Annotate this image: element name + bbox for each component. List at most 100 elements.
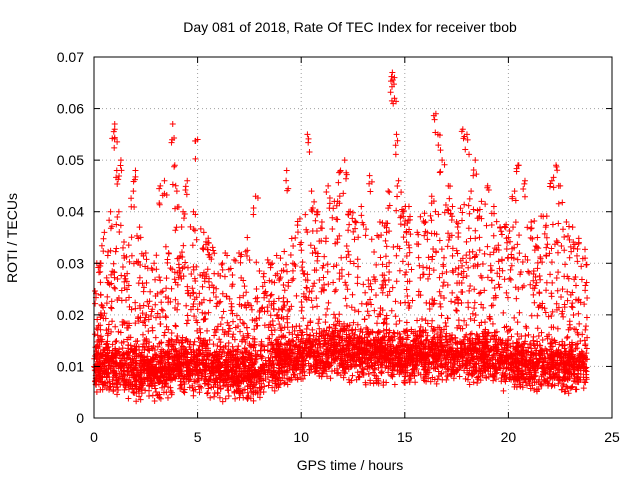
data-point-cloud — [172, 296, 179, 303]
data-point-cloud — [334, 216, 341, 223]
data-point-cloud — [490, 232, 497, 239]
data-point-cloud — [339, 356, 346, 363]
data-point-cloud — [549, 279, 556, 286]
data-point-cloud — [378, 285, 385, 292]
data-point-cloud — [504, 328, 511, 335]
data-point-cloud — [91, 331, 98, 338]
data-point-cloud — [345, 376, 352, 383]
data-point-cloud — [241, 345, 248, 352]
data-point-cloud — [382, 281, 389, 288]
data-point-cloud — [277, 325, 284, 332]
data-point-cloud — [119, 345, 126, 352]
data-point-cloud — [210, 341, 217, 348]
data-point-cloud — [154, 310, 161, 317]
data-point-cloud — [517, 383, 524, 390]
data-point-cloud — [145, 343, 152, 350]
data-point-cloud — [548, 312, 555, 319]
data-point-cloud — [230, 331, 237, 338]
data-point-cloud — [241, 320, 248, 327]
data-point-cloud — [284, 298, 291, 305]
data-point-cloud — [404, 293, 411, 300]
data-point-cloud — [136, 274, 143, 281]
data-point-cloud — [382, 253, 389, 260]
data-point-cloud — [517, 271, 524, 278]
data-point-cloud — [284, 268, 290, 275]
data-point-cloud — [429, 253, 436, 260]
data-point-cloud — [330, 279, 337, 286]
data-point-cloud — [338, 254, 345, 261]
data-point-cloud — [252, 389, 259, 396]
data-point-cloud — [97, 386, 104, 393]
data-point-cloud — [351, 307, 358, 314]
data-point-cloud — [342, 370, 349, 377]
data-point-cloud — [266, 358, 273, 365]
data-point-cloud — [572, 282, 579, 289]
data-point-cloud — [334, 329, 341, 336]
data-point-cloud — [539, 337, 546, 344]
data-point-cloud — [215, 359, 222, 366]
data-point-cloud — [335, 369, 342, 376]
data-point-cloud — [265, 362, 272, 369]
data-point-cloud — [562, 261, 569, 268]
data-point-cloud — [354, 348, 361, 355]
data-point-cloud — [446, 234, 453, 241]
data-point-cloud — [224, 363, 231, 370]
data-point-cloud — [444, 206, 451, 213]
data-point-cloud — [495, 340, 502, 347]
data-point-cloud — [564, 333, 571, 340]
data-point-cloud — [222, 395, 229, 402]
data-point-cloud — [266, 298, 273, 305]
data-point-cloud — [468, 372, 475, 379]
data-point-cloud — [481, 359, 488, 366]
data-point-cloud — [180, 375, 187, 382]
data-point-cloud — [407, 373, 414, 380]
data-point-cloud — [369, 349, 376, 356]
data-point-cloud — [175, 358, 182, 365]
data-point-cloud — [569, 304, 576, 311]
data-point-cloud — [565, 326, 572, 333]
data-point-cloud — [573, 252, 580, 259]
data-point-cloud — [329, 226, 336, 233]
data-point-cloud — [434, 331, 441, 337]
data-point-cloud — [302, 211, 309, 218]
data-point-cloud — [311, 280, 318, 287]
data-point-cloud — [553, 300, 560, 307]
data-point-cloud — [191, 378, 198, 385]
data-point-cloud — [435, 368, 442, 375]
data-point-cloud — [179, 343, 186, 350]
data-point-cloud — [156, 274, 163, 281]
data-point-cloud — [443, 323, 450, 330]
data-point-cloud — [272, 380, 279, 387]
data-point-cloud — [222, 249, 229, 256]
data-point-cloud — [308, 297, 315, 304]
data-point-cloud — [228, 307, 235, 314]
data-point-cloud — [108, 298, 115, 305]
data-point-cloud — [439, 376, 446, 383]
data-point-cloud — [235, 383, 242, 390]
data-point-cloud — [112, 248, 119, 255]
data-point-cloud — [226, 325, 233, 332]
data-point-cloud — [406, 226, 413, 233]
data-point-cloud — [349, 215, 356, 222]
data-point-cloud — [332, 240, 339, 247]
data-point-cloud — [217, 298, 224, 305]
data-point-cloud — [197, 329, 204, 336]
data-point-cloud — [365, 283, 372, 290]
data-point-cloud — [321, 253, 328, 260]
data-point-cloud — [180, 388, 187, 395]
data-point-cloud — [467, 235, 474, 242]
data-point-cloud — [371, 307, 378, 314]
data-point-cloud — [312, 217, 319, 224]
data-point-cloud — [232, 324, 239, 331]
data-point-cloud — [336, 193, 343, 200]
data-point-cloud — [530, 340, 537, 347]
data-point-cloud — [320, 359, 327, 366]
data-point-cloud — [154, 290, 161, 297]
data-point-cloud — [348, 304, 355, 311]
data-point-cloud — [429, 296, 436, 303]
data-point-cloud — [318, 333, 325, 340]
data-point-cloud — [320, 286, 327, 293]
data-point-cloud — [232, 395, 239, 402]
data-point-cloud — [519, 259, 526, 266]
